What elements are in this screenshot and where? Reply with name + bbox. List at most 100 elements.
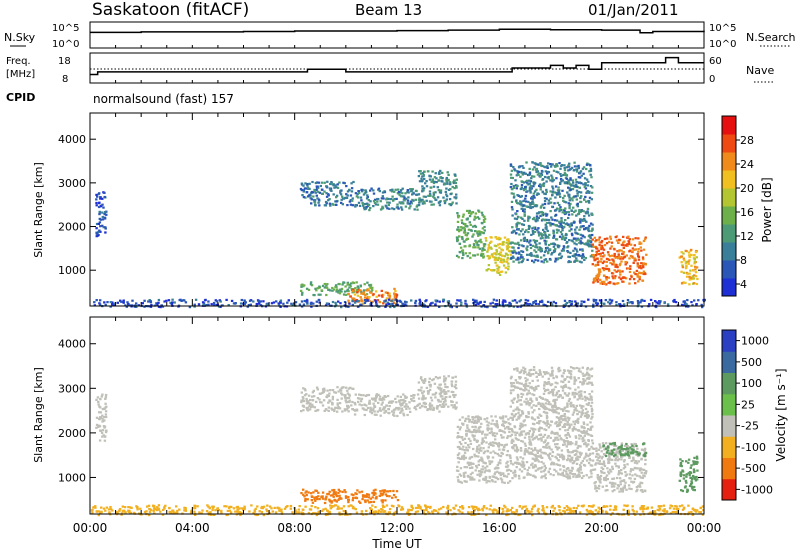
data-cell (553, 219, 557, 222)
data-cell (478, 210, 481, 213)
data-cell (302, 387, 305, 390)
data-cell (560, 221, 563, 224)
data-cell (215, 300, 219, 303)
data-cell (578, 260, 582, 263)
data-cell (426, 390, 430, 393)
data-cell (585, 459, 589, 462)
data-cell (550, 242, 553, 245)
data-cell (524, 448, 527, 451)
data-cell (562, 457, 566, 460)
data-cell (471, 471, 474, 474)
data-cell (587, 239, 590, 242)
data-cell (100, 395, 103, 398)
data-cell (450, 400, 453, 403)
data-cell (496, 470, 499, 473)
data-cell (543, 383, 546, 386)
data-cell (461, 257, 464, 260)
data-cell (526, 473, 529, 476)
data-cell (547, 408, 551, 411)
data-cell (307, 402, 311, 405)
data-cell (526, 472, 529, 475)
data-cell (541, 236, 544, 240)
data-cell (506, 258, 509, 261)
data-cell (485, 476, 488, 479)
data-cell (565, 301, 569, 305)
data-cell (312, 293, 315, 297)
data-cell (694, 251, 698, 254)
data-cell (331, 401, 334, 404)
data-cell (512, 256, 515, 259)
data-cell (500, 436, 504, 439)
data-cell (518, 462, 521, 465)
data-cell (489, 451, 492, 454)
data-cell (384, 299, 387, 302)
data-cell (373, 198, 377, 201)
data-cell (622, 246, 625, 249)
data-cell (99, 416, 103, 419)
data-cell (490, 247, 493, 250)
colorbar-segment (722, 170, 736, 189)
data-cell (603, 448, 606, 451)
data-cell (537, 234, 541, 237)
data-cell (583, 258, 586, 261)
data-cell (466, 209, 469, 212)
data-cell (418, 402, 421, 405)
data-cell (578, 451, 581, 454)
data-cell (405, 407, 408, 410)
data-cell (243, 302, 246, 306)
data-cell (684, 267, 688, 270)
data-cell (440, 390, 443, 393)
data-cell (212, 304, 216, 307)
data-cell (485, 269, 488, 272)
data-cell (446, 386, 449, 389)
data-cell (573, 380, 576, 383)
data-cell (510, 462, 513, 465)
data-cell (325, 395, 328, 398)
data-cell (534, 300, 537, 303)
data-cell (101, 435, 104, 438)
data-cell (509, 435, 512, 438)
data-cell (502, 472, 505, 475)
data-cell (540, 214, 544, 217)
data-cell (556, 244, 559, 247)
data-cell (581, 409, 584, 412)
data-cell (414, 198, 417, 201)
data-cell (628, 282, 631, 285)
data-cell (620, 472, 623, 475)
data-cell (497, 253, 501, 256)
data-cell (462, 423, 465, 426)
data-cell (360, 298, 363, 301)
data-cell (463, 437, 467, 440)
data-cell (95, 204, 98, 207)
data-cell (574, 443, 577, 446)
data-cell (412, 394, 415, 397)
data-cell (604, 489, 607, 492)
data-cell (173, 301, 176, 304)
data-cell (524, 172, 528, 175)
data-cell (530, 463, 533, 466)
data-cell (360, 404, 363, 407)
data-cell (587, 199, 590, 203)
data-cell (547, 422, 550, 425)
data-cell (686, 299, 689, 302)
data-cell (530, 195, 534, 199)
data-cell (551, 408, 554, 411)
data-cell (547, 471, 550, 474)
data-cell (356, 400, 360, 403)
data-cell (510, 381, 513, 385)
data-cell (570, 300, 574, 303)
data-cell (501, 444, 504, 447)
data-cell (572, 449, 575, 453)
data-cell (327, 409, 330, 412)
data-cell (460, 229, 463, 232)
data-cell (531, 438, 534, 441)
data-cell (625, 449, 628, 452)
data-cell (570, 228, 573, 231)
data-cell (505, 454, 509, 457)
data-cell (511, 438, 514, 441)
data-cell (372, 402, 375, 405)
data-cell (517, 216, 520, 219)
data-cell (566, 459, 569, 462)
data-cell (546, 420, 549, 423)
data-cell (506, 256, 509, 259)
